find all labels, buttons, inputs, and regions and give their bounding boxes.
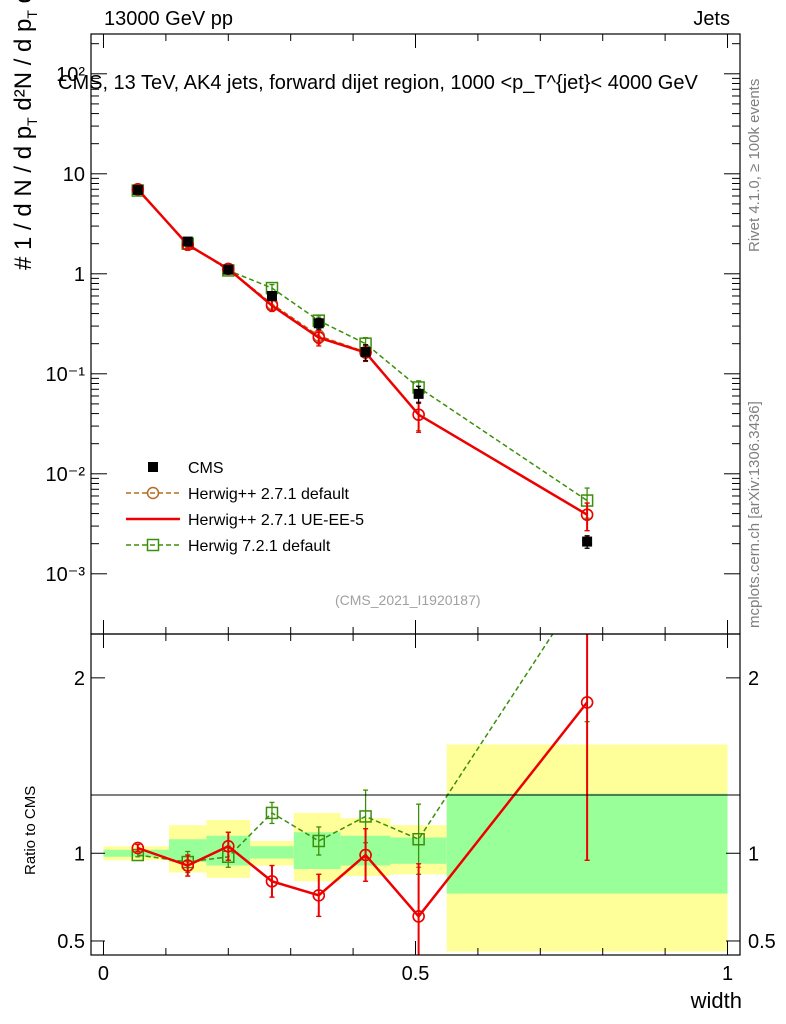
main-y-tick-label: 10⁻¹ <box>46 364 86 386</box>
legend-label: CMS <box>188 460 224 477</box>
main-dashed-square-line <box>137 190 588 502</box>
x-tick-label: 0.5 <box>402 963 430 985</box>
main-data-point <box>223 264 234 275</box>
main-solid-line <box>136 188 588 516</box>
legend-label: Herwig++ 2.7.1 UE-EE-5 <box>188 512 364 529</box>
ratio-dashed-square-point <box>412 832 425 846</box>
ratio-band-inner <box>250 846 294 859</box>
main-y-axis-label: # 1 / d N / d pT d²N / d pT d λ <box>10 0 40 270</box>
ratio-dashed-square-point <box>265 806 279 820</box>
ratio-y-tick-label-left: 1 <box>74 843 85 865</box>
ratio-solid-point <box>265 875 279 888</box>
ratio-y-tick-label-left: 0.5 <box>57 931 85 953</box>
main-solid-point <box>580 508 594 521</box>
ratio-solid-point <box>131 841 145 855</box>
main-data-point <box>360 347 371 358</box>
mcplots-credit-label: mcplots.cern.ch [arXiv:1306.3436] <box>746 401 763 628</box>
ratio-solid-point <box>580 696 594 709</box>
main-data-point <box>132 184 143 195</box>
legend-label: Herwig++ 2.7.1 default <box>188 486 350 503</box>
main-solid-point <box>312 331 326 344</box>
ratio-series-layer <box>131 576 594 955</box>
main-solid-point <box>412 408 425 421</box>
main-data-point <box>313 318 324 329</box>
main-y-tick-label: 10 <box>63 164 85 186</box>
ratio-band-inner <box>293 832 341 870</box>
legend-marker <box>146 538 160 552</box>
ratio-dashed-square-point <box>312 834 326 848</box>
ratio-band-inner <box>169 839 207 863</box>
ratio-y-tick-label-right: 2 <box>748 668 759 690</box>
main-data-point <box>266 290 277 301</box>
main-data-point <box>182 236 193 247</box>
ratio-solid-point <box>359 848 372 862</box>
ratio-dashed-square-point <box>359 810 372 823</box>
plot-title: CMS, 13 TeV, AK4 jets, forward dijet reg… <box>58 72 698 94</box>
header-process-label: Jets <box>693 8 730 30</box>
ratio-solid-line <box>137 701 589 919</box>
legend-marker <box>146 486 160 500</box>
ratio-y-tick-label-left: 2 <box>74 668 85 690</box>
analysis-id-label: (CMS_2021_I1920187) <box>335 592 481 608</box>
main-data-point <box>413 388 424 399</box>
axes-ticks: 10⁻³ 10⁻² 10⁻¹ 1 10 10² 0 0.5 1 0.5 0.5 1 1 2 2 <box>46 34 776 985</box>
main-y-tick-label: 10⁻² <box>46 464 86 486</box>
main-data-point <box>582 536 593 547</box>
x-tick-label: 1 <box>722 963 733 985</box>
main-y-tick-label: 10² <box>56 64 85 86</box>
header-beam-label: 13000 GeV pp <box>104 8 233 30</box>
main-series-layer <box>131 183 594 549</box>
x-axis-label: width <box>690 988 742 1013</box>
legend-label: Herwig 7.2.1 default <box>188 538 331 555</box>
legend: CMS Herwig++ 2.7.1 default Herwig++ 2.7.1 … <box>126 460 364 555</box>
ratio-solid-point <box>412 910 425 923</box>
ratio-y-tick-label-right: 1 <box>748 843 759 865</box>
ratio-solid-point <box>181 859 194 872</box>
main-y-tick-label: 1 <box>74 264 85 286</box>
rivet-version-label: Rivet 4.1.0, ≥ 100k events <box>746 78 763 252</box>
x-tick-label: 0 <box>98 963 109 985</box>
ratio-solid-point <box>222 839 235 853</box>
ratio-dashed-square-point <box>582 576 593 587</box>
ratio-y-tick-label-right: 0.5 <box>748 931 776 953</box>
main-y-tick-label: 10⁻³ <box>46 564 86 586</box>
ratio-solid-point <box>312 889 326 902</box>
ratio-y-axis-label: Ratio to CMS <box>22 785 39 875</box>
legend-marker <box>148 462 158 472</box>
